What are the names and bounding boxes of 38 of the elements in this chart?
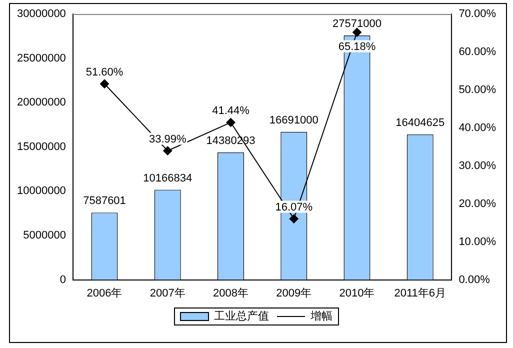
legend-label: 增幅 [310, 310, 332, 323]
point [289, 214, 298, 224]
data-label: 27571000 [332, 18, 382, 30]
y-tick-label: 5000000 [23, 230, 66, 242]
x-tick-label: 2011年6月 [394, 287, 446, 300]
x-tick-label: 2006年 [86, 287, 122, 300]
legend-label: 工业总产值 [214, 310, 269, 323]
data-label: 16691000 [269, 114, 318, 126]
y-tick-label: 15000000 [16, 140, 66, 153]
data-label: 65.18% [338, 40, 376, 53]
data-label: 41.44% [212, 104, 250, 117]
point [226, 118, 236, 127]
x-tick-label: 2007年 [150, 287, 186, 300]
data-label: 16404625 [396, 116, 445, 129]
y2-tick-label: 40.00% [458, 122, 496, 134]
point [163, 146, 172, 156]
data-label: 7587601 [83, 195, 126, 208]
x-tick-label: 2008年 [213, 287, 248, 300]
y2-tick-label: 30.00% [458, 160, 496, 172]
data-label: 16.07% [275, 201, 313, 214]
y-tick-label: 25000000 [16, 52, 66, 64]
y2-tick-label: 10.00% [458, 236, 496, 248]
x-tick-label: 2010年 [339, 287, 375, 300]
y2-tick-label: 50.00% [458, 84, 496, 96]
y-tick-label: 10000000 [16, 185, 66, 198]
y2-tick-label: 60.00% [458, 46, 496, 58]
point [100, 79, 110, 88]
y-tick-label: 30000000 [16, 8, 66, 20]
y2-tick-label: 20.00% [458, 198, 496, 210]
data-label: 51.60% [86, 66, 124, 78]
y2-tick-label: 0.00% [458, 274, 490, 286]
y-tick-label: 0 [60, 274, 66, 286]
data-label: 33.99% [148, 133, 186, 146]
point [352, 28, 362, 37]
data-label: 10166834 [143, 172, 192, 184]
y2-tick-label: 70.00% [458, 8, 496, 20]
y-tick-label: 20000000 [16, 96, 66, 109]
x-tick-label: 2009年 [276, 287, 312, 300]
